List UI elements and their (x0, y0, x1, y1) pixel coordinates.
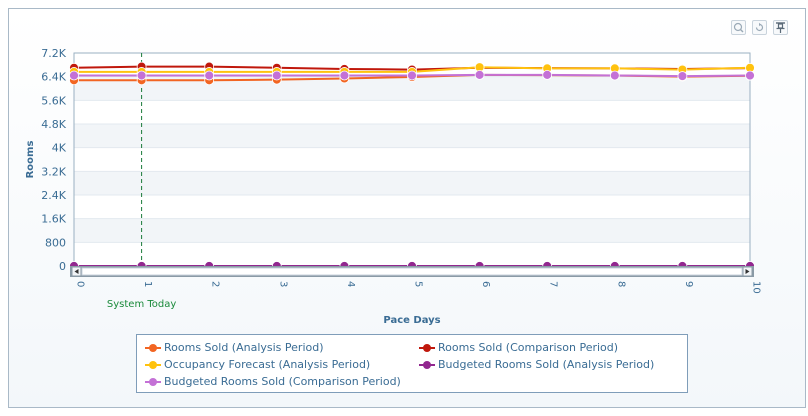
data-point (474, 69, 485, 80)
x-tick-label: 8 (615, 281, 626, 287)
x-tick-label: 10 (751, 281, 762, 294)
x-tick-label: 9 (683, 281, 694, 287)
y-tick-label: 4.8K (41, 118, 66, 131)
y-tick-label: 7.2K (41, 47, 66, 60)
y-axis-title: Rooms (25, 141, 36, 179)
legend-marker-icon (145, 361, 161, 369)
chart-legend: Rooms Sold (Analysis Period) Rooms Sold (… (136, 334, 688, 393)
y-tick-label: 1.6K (41, 213, 66, 226)
y-tick-label: 800 (45, 236, 66, 249)
data-point (677, 71, 688, 81)
scroll-left-icon (74, 269, 79, 274)
y-tick-label: 0 (59, 260, 66, 273)
y-tick-label: 4K (52, 142, 67, 155)
y-tick-label: 5.6K (41, 94, 66, 107)
y-tick-label: 3.2K (41, 165, 66, 178)
pin-icon[interactable] (773, 20, 788, 35)
data-point (204, 70, 215, 81)
zoom-icon[interactable] (731, 20, 746, 35)
system-today-label: System Today (107, 299, 176, 310)
legend-label: Rooms Sold (Analysis Period) (164, 341, 324, 354)
grid-band (74, 171, 750, 195)
line-chart: 0 800 1.6K 2.4K 3.2K 4K 4.8K 5.6K 6.4K 7.2K Rooms S… (25, 47, 762, 326)
data-point (745, 70, 755, 81)
scroll-right-icon (745, 269, 750, 274)
data-point (271, 70, 282, 81)
legend-label: Budgeted Rooms Sold (Analysis Period) (438, 358, 655, 371)
grid-band (74, 76, 750, 101)
data-point (339, 70, 350, 81)
legend-label: Rooms Sold (Comparison Period) (438, 341, 619, 354)
x-tick-label: 3 (277, 281, 288, 287)
data-point (69, 70, 79, 81)
data-point (407, 70, 417, 81)
y-tick-label: 2.4K (41, 189, 66, 202)
data-point (609, 70, 620, 81)
x-tick-label: 1 (142, 281, 153, 287)
data-point (136, 70, 147, 81)
legend-label: Occupancy Forecast (Analysis Period) (164, 358, 371, 371)
x-tick-label: 0 (75, 281, 86, 287)
x-axis-title: Pace Days (383, 315, 440, 326)
y-tick-label: 6.4K (41, 71, 66, 84)
legend-marker-icon (145, 378, 161, 386)
x-tick-label: 6 (480, 281, 491, 287)
reset-icon[interactable] (752, 20, 767, 35)
legend-marker-icon (419, 361, 435, 369)
data-point (542, 69, 553, 80)
scrollbar-thumb (81, 267, 743, 276)
x-tick-label: 4 (345, 281, 356, 287)
x-tick-label: 2 (210, 281, 221, 287)
x-tick-label: 5 (413, 281, 424, 287)
legend-marker-icon (145, 344, 161, 352)
x-tick-label: 7 (548, 281, 559, 287)
legend-label: Budgeted Rooms Sold (Comparison Period) (164, 375, 401, 388)
grid-band (74, 218, 750, 243)
grid-band (74, 124, 750, 148)
legend-marker-icon (419, 344, 435, 352)
